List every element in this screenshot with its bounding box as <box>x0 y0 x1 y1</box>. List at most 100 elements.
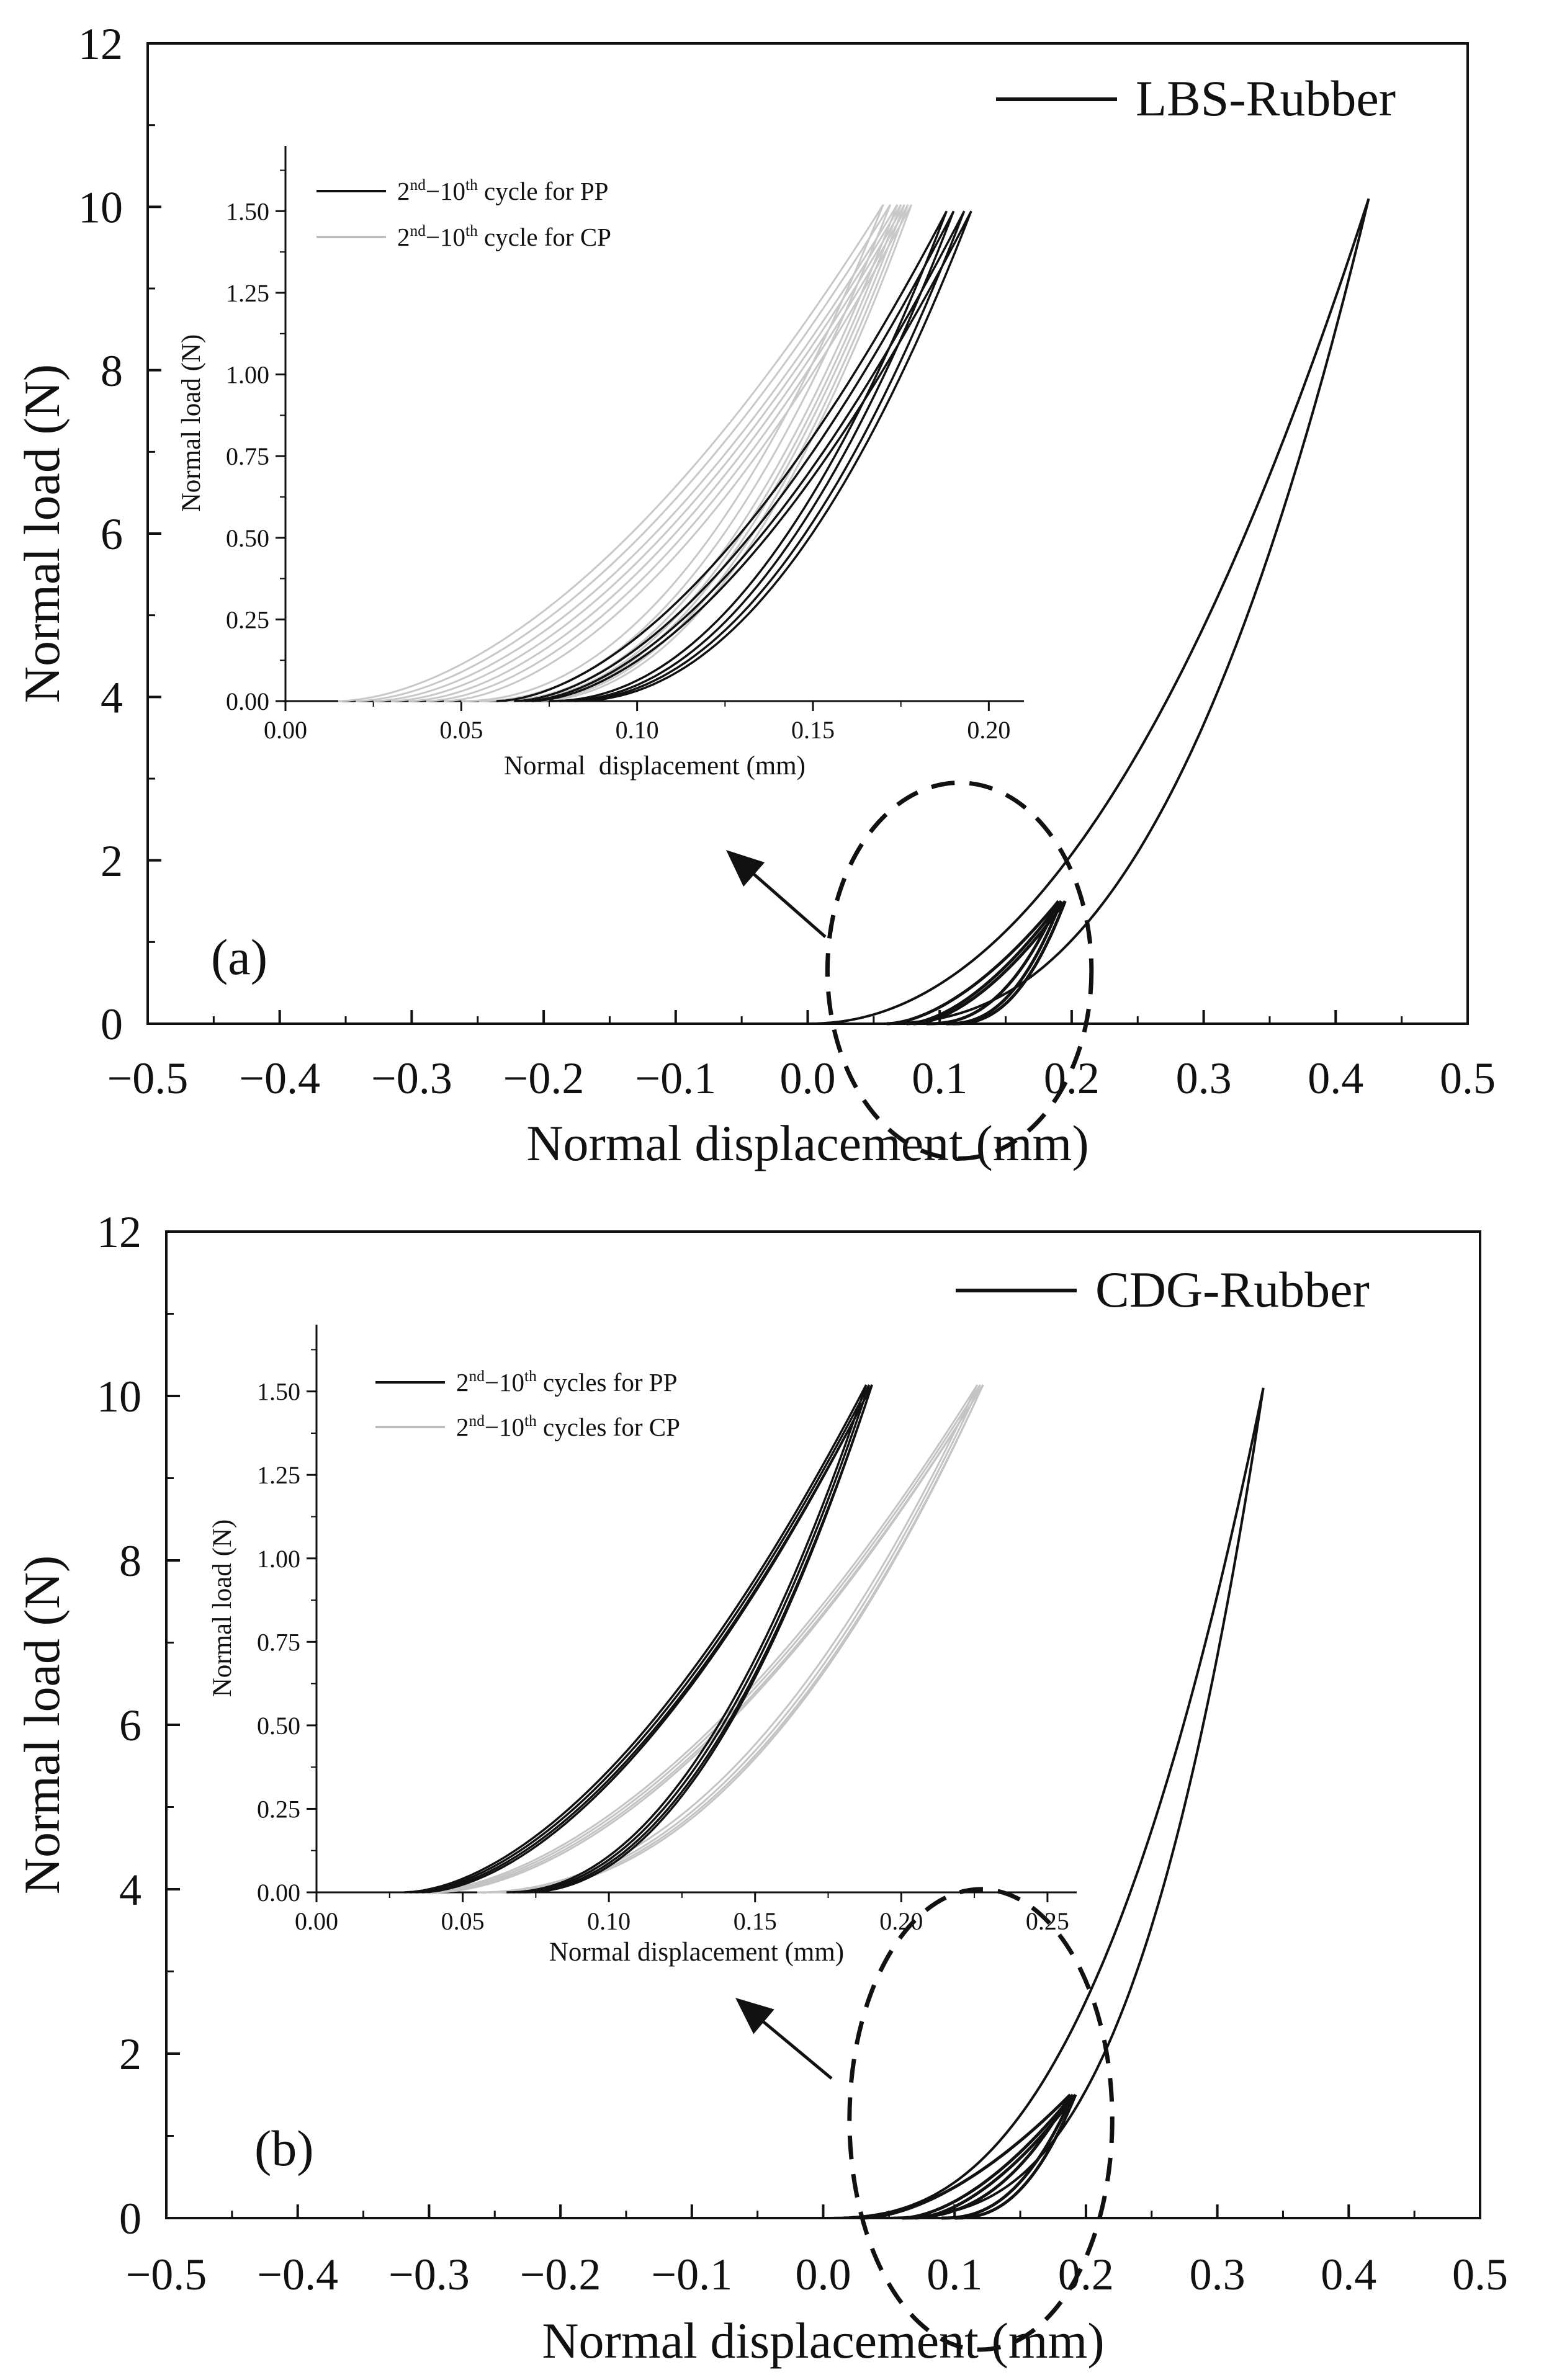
inset-x-tick-label: 0.00 <box>264 716 307 744</box>
inset-pp-cycle <box>514 210 955 702</box>
x-axis-label: Normal displacement (mm) <box>526 1115 1088 1171</box>
legend-superscript: nd <box>410 222 426 239</box>
inset-cp-cycle <box>443 204 913 702</box>
legend-superscript: nd <box>469 1367 485 1385</box>
small-hysteresis-loop <box>913 900 1067 1026</box>
x-tick-label: 0.0 <box>780 1054 836 1103</box>
legend-text-part: −10 <box>426 223 465 251</box>
legend-text-part: −10 <box>485 1413 524 1441</box>
inset-cp-cycle <box>390 204 902 702</box>
x-tick-label: −0.3 <box>388 2250 470 2299</box>
inset-cp-cycle <box>436 1384 984 1894</box>
x-tick-label: −0.3 <box>371 1054 452 1103</box>
inset-cp-cycle <box>373 204 899 702</box>
inset-y-tick-label: 0.25 <box>257 1795 300 1823</box>
chart-panel: −0.5 −0.4 −0.3 −0.2 −0.1 0.0 0.1 0.2 0.3 0.4 0.502… <box>14 19 1496 1171</box>
x-tick-label: 0.3 <box>1176 1054 1232 1103</box>
small-hysteresis-loop <box>886 900 1060 1026</box>
x-tick-label: 0.0 <box>796 2250 851 2299</box>
zoom-arrow <box>743 865 827 938</box>
x-tick-label: −0.2 <box>503 1054 585 1103</box>
y-tick-label: 4 <box>101 673 123 723</box>
inset-cp-cycle <box>418 1384 979 1894</box>
x-tick-label: 0.5 <box>1452 2250 1508 2299</box>
x-tick-label: −0.5 <box>107 1054 189 1103</box>
small-hysteresis-loop <box>902 2093 1074 2220</box>
inset-y-tick-label: 1.50 <box>226 197 269 225</box>
legend-superscript: th <box>524 1412 537 1429</box>
legend-text-part: cycle for PP <box>478 177 609 205</box>
inset-y-tick-label: 1.25 <box>257 1461 300 1489</box>
inset-x-tick-label: 0.05 <box>441 1907 485 1935</box>
x-tick-label: 0.1 <box>912 1054 967 1103</box>
y-axis-label: Normal load (N) <box>14 364 70 704</box>
inset-y-tick-label: 0.50 <box>257 1712 300 1740</box>
inset-x-tick-label: 0.20 <box>967 716 1010 744</box>
panel-label: (a) <box>211 929 267 985</box>
chart-panel: −0.5 −0.4 −0.3 −0.2 −0.1 0.0 0.1 0.2 0.3 0.4 0.502… <box>14 1207 1508 2369</box>
x-tick-label: 0.5 <box>1440 1054 1496 1103</box>
legend-text-part: −10 <box>485 1368 524 1397</box>
x-tick-label: −0.4 <box>239 1054 320 1103</box>
inset-legend-label: 2nd−10th cycle for CP <box>397 222 611 251</box>
x-tick-label: 0.1 <box>927 2250 982 2299</box>
y-tick-label: 0 <box>101 1000 123 1049</box>
legend-text-part: cycles for CP <box>537 1413 680 1441</box>
x-tick-label: −0.2 <box>520 2250 601 2299</box>
legend-superscript: th <box>524 1367 537 1385</box>
main-hysteresis-loop <box>823 1387 1265 2219</box>
y-tick-label: 6 <box>119 1701 141 1750</box>
inset-pp-cycle <box>410 1384 871 1894</box>
inset-pp-cycle <box>531 210 972 702</box>
inset-cp-cycle <box>426 204 909 702</box>
y-tick-label: 12 <box>78 19 123 69</box>
x-tick-label: −0.1 <box>635 1054 716 1103</box>
y-tick-label: 10 <box>78 183 123 233</box>
y-tick-label: 12 <box>97 1207 141 1257</box>
legend-superscript: th <box>465 176 478 194</box>
x-tick-label: −0.4 <box>257 2250 338 2299</box>
panel-label: (b) <box>254 2120 314 2176</box>
legend-superscript: nd <box>410 176 426 194</box>
legend-text-part: cycle for CP <box>478 223 611 251</box>
zoom-arrow-head <box>726 850 765 887</box>
legend-text-part: 2 <box>397 223 410 251</box>
inset-x-axis-label: Normal displacement (mm) <box>504 751 806 781</box>
y-tick-label: 8 <box>119 1536 141 1586</box>
x-tick-label: 0.4 <box>1321 2250 1376 2299</box>
legend-label: CDG-Rubber <box>1095 1261 1370 1318</box>
inset-cp-cycle <box>424 1384 981 1894</box>
x-tick-label: 0.3 <box>1190 2250 1246 2299</box>
inset-y-tick-label: 1.50 <box>257 1378 300 1406</box>
x-tick-label: 0.2 <box>1058 2250 1114 2299</box>
inset-x-tick-label: 0.10 <box>616 716 659 744</box>
inset-y-axis-label: Normal load (N) <box>208 1519 237 1698</box>
inset-pp-cycle <box>524 210 966 702</box>
inset-cp-cycle <box>338 204 884 702</box>
legend-text-part: cycles for PP <box>537 1368 678 1397</box>
zoom-arrow-head <box>735 1998 774 2034</box>
inset-y-tick-label: 0.25 <box>226 606 269 633</box>
inset-x-tick-label: 0.10 <box>587 1907 631 1935</box>
inset-chart: 0.00 0.05 0.10 0.15 0.20 0.25 0.00 0.25 0.50 0.75… <box>208 1325 1077 1967</box>
zoom-circle <box>825 781 1094 1161</box>
inset-x-tick-label: 0.20 <box>879 1907 923 1935</box>
x-tick-label: 0.4 <box>1308 1054 1363 1103</box>
x-axis-label: Normal displacement (mm) <box>542 2312 1104 2369</box>
inset-x-axis-label: Normal displacement (mm) <box>549 1938 844 1967</box>
inset-legend-label: 2nd−10th cycles for PP <box>456 1367 677 1397</box>
inset-pp-cycle <box>404 1384 868 1894</box>
inset-chart: 0.00 0.05 0.10 0.15 0.20 0.00 0.25 0.50 0.75 1.00… <box>177 146 1024 781</box>
legend-text-part: 2 <box>456 1413 469 1441</box>
y-tick-label: 8 <box>101 346 123 396</box>
y-tick-label: 2 <box>101 836 123 886</box>
x-tick-label: −0.1 <box>651 2250 732 2299</box>
y-tick-label: 6 <box>101 509 123 559</box>
inset-y-tick-label: 0.00 <box>226 687 269 715</box>
inset-legend-label: 2nd−10th cycle for PP <box>397 176 608 205</box>
y-tick-label: 10 <box>97 1372 141 1421</box>
inset-y-tick-label: 1.00 <box>257 1545 300 1573</box>
inset-pp-cycle <box>421 1384 873 1894</box>
inset-y-tick-label: 1.00 <box>226 361 269 389</box>
